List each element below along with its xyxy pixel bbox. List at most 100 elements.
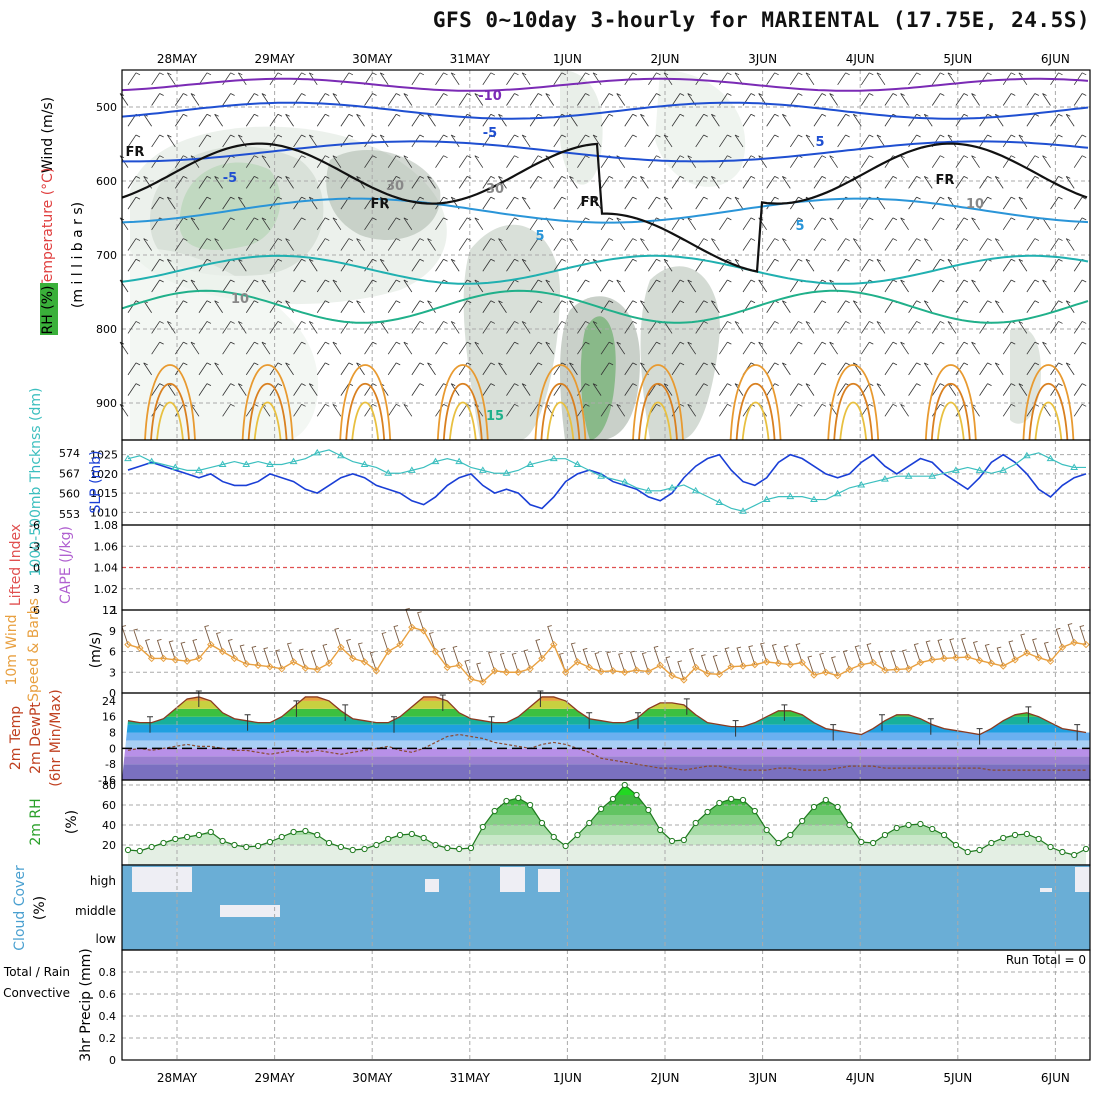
wind-barb — [789, 258, 803, 272]
wind-barb — [671, 362, 685, 376]
wind-speed-marker — [278, 665, 286, 673]
wind-barb — [789, 93, 803, 106]
temp-contour-line — [144, 364, 196, 441]
wind-barb — [624, 362, 637, 376]
wind-barb — [1002, 93, 1016, 106]
wind-barb — [198, 238, 212, 251]
wind-barb — [411, 113, 425, 127]
rh-marker — [456, 845, 463, 853]
thickness-marker — [478, 466, 487, 473]
wind-speed-marker — [786, 660, 795, 669]
rh-marker — [160, 839, 167, 847]
wind-barb — [789, 134, 803, 148]
wind-barb — [577, 403, 590, 417]
wind-speed-marker — [904, 665, 913, 673]
wind-barb — [813, 362, 827, 376]
wind-barb — [748, 645, 756, 665]
thickness-tick-label: 567 — [59, 467, 80, 480]
wind-speed-marker — [490, 667, 499, 675]
wind-barb — [781, 362, 791, 376]
wind-barb — [1002, 217, 1016, 231]
minmax-bar — [781, 704, 788, 721]
rh-marker — [1000, 834, 1007, 842]
dewpoint-axis-label: 2m DewPt — [28, 702, 44, 774]
wind-barb — [908, 72, 921, 86]
date-label-bottom: 2JUN — [651, 1071, 680, 1085]
temp-contour-line — [924, 364, 977, 441]
rh-marker — [680, 836, 687, 844]
wind-barb — [837, 113, 850, 127]
wind-barb — [624, 300, 637, 313]
rh-marker — [1071, 851, 1078, 859]
wind-speed-marker — [585, 663, 593, 672]
rh-marker — [207, 828, 214, 836]
wind-speed-marker — [597, 667, 605, 676]
slp-tick-label: 1020 — [90, 468, 118, 481]
wind-barb — [592, 383, 602, 396]
date-label-bottom: 3JUN — [748, 1071, 777, 1085]
wind-barb — [624, 176, 637, 189]
wind-speed-marker — [857, 660, 865, 669]
wind-barb — [245, 238, 259, 251]
wind-barb — [831, 656, 839, 676]
wind-barb — [781, 238, 791, 251]
wind-barb — [712, 654, 720, 675]
contour-label: 30 — [386, 179, 404, 194]
wind-barb — [979, 383, 992, 396]
wind-barb — [285, 113, 294, 127]
temp-contour-line — [534, 364, 587, 441]
wind-barb — [381, 632, 389, 652]
rh-marker — [231, 841, 238, 849]
wind-barb — [783, 645, 791, 665]
rh-marker — [905, 821, 912, 829]
wind-barb — [198, 134, 212, 148]
wind-barb — [923, 300, 933, 313]
rh-marker — [728, 795, 735, 803]
wind-barb — [766, 72, 779, 86]
cloud-row-label: high — [90, 874, 116, 888]
wind-barb — [955, 300, 969, 313]
wind-barb — [648, 196, 661, 210]
wind-barb — [1050, 383, 1063, 396]
wind-barb — [435, 258, 448, 272]
thickness-marker — [762, 495, 771, 503]
rh-shading — [1010, 327, 1041, 424]
thickness-marker — [1046, 454, 1055, 462]
wind-barb — [440, 647, 448, 668]
wind-barb — [340, 113, 354, 127]
wind-barb — [592, 134, 602, 148]
wind-barb — [719, 72, 732, 86]
wind-barb — [482, 362, 495, 376]
wind-barb — [1026, 341, 1040, 355]
li-tick-label: -3 — [29, 540, 40, 553]
wind-barb — [435, 93, 448, 106]
wind-barb — [364, 341, 377, 355]
wind-barb — [900, 155, 909, 168]
wind-barb — [521, 196, 531, 210]
temp-contour-line — [1022, 364, 1075, 441]
wind-barb — [695, 300, 708, 313]
wind-barb — [498, 238, 507, 251]
minmax-bar — [342, 704, 349, 721]
wind-barb — [1026, 155, 1040, 168]
wind-barb — [600, 341, 614, 355]
thickness-marker — [384, 469, 393, 476]
wind-barb — [947, 196, 957, 210]
rh-marker — [314, 831, 321, 839]
precip-tick-label: 0.8 — [99, 966, 117, 979]
rh-shading — [655, 70, 746, 187]
wind-speed-marker — [538, 654, 546, 663]
li-tick-label: -6 — [29, 519, 40, 532]
wind-barb — [600, 362, 614, 376]
wind-barb — [624, 258, 637, 272]
wind-barb — [261, 341, 271, 355]
wind-barb — [648, 134, 661, 148]
wind-barb — [308, 383, 318, 396]
date-label-top: 4JUN — [846, 52, 875, 66]
wind-barb — [458, 155, 472, 168]
wind-barb — [269, 362, 283, 376]
rh-marker — [290, 828, 297, 836]
wind-barb — [506, 321, 519, 334]
wind-barb — [214, 113, 223, 127]
wind-barb — [577, 341, 590, 355]
